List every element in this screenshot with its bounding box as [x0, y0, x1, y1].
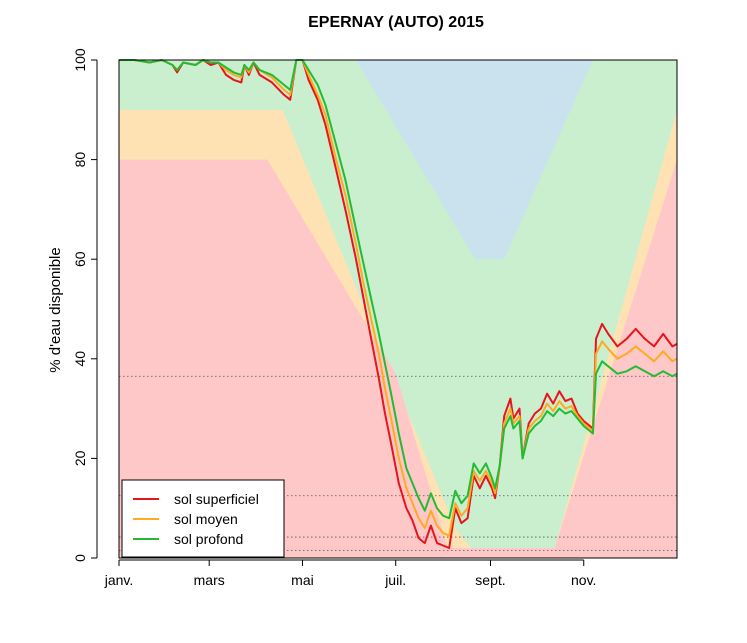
x-tick-label: juil. — [384, 572, 406, 588]
x-tick-label: janv. — [104, 572, 134, 588]
series-line-sol-moyen — [119, 59, 678, 537]
series-lines — [119, 59, 678, 549]
y-tick-label: 80 — [72, 152, 88, 168]
legend-label: sol moyen — [174, 511, 238, 527]
legend: sol superficiel sol moyen sol profond — [121, 479, 285, 558]
x-axis: janv. mars mai juil. sept. nov. — [104, 559, 596, 588]
legend-label: sol superficiel — [174, 491, 259, 507]
x-tick-label: mai — [291, 572, 314, 588]
y-axis: 0 20 40 60 80 100 — [72, 48, 98, 562]
y-tick-label: 0 — [72, 554, 88, 562]
legend-label: sol profond — [174, 531, 243, 547]
zone-blue — [356, 60, 593, 260]
x-tick-label: nov. — [571, 572, 596, 588]
y-tick-label: 20 — [72, 450, 88, 466]
x-tick-label: sept. — [475, 572, 505, 588]
series-line-sol-profond — [119, 59, 678, 520]
chart-title: EPERNAY (AUTO) 2015 — [308, 14, 484, 31]
y-tick-label: 100 — [72, 48, 88, 72]
x-tick-label: mars — [194, 572, 225, 588]
y-tick-label: 40 — [72, 351, 88, 367]
plot-frame — [118, 59, 678, 559]
background-zones — [119, 60, 677, 559]
series-line-sol-superficiel — [119, 59, 678, 549]
y-tick-label: 60 — [72, 251, 88, 267]
y-axis-label: % d'eau disponible — [47, 247, 64, 372]
zone-red — [119, 159, 677, 558]
